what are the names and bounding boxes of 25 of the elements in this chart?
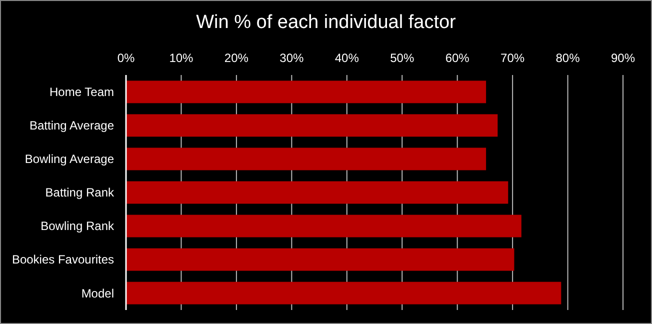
x-tick-label: 60%: [445, 51, 470, 65]
x-tick-label: 90%: [610, 51, 636, 65]
y-tick-label: Home Team: [50, 85, 114, 100]
x-tick-label: 10%: [169, 51, 194, 65]
bar: [126, 181, 508, 204]
y-tick-label: Bookies Favourites: [12, 252, 114, 267]
bar: [126, 214, 522, 238]
x-tick-label: 50%: [390, 51, 414, 65]
bar: [126, 148, 486, 170]
chart-title: Win % of each individual factor: [196, 12, 457, 33]
x-tick-label: 80%: [556, 51, 580, 65]
y-tick-label: Batting Average: [29, 118, 114, 133]
bar: [126, 114, 498, 137]
y-tick-label: Bowling Average: [24, 152, 114, 166]
x-tick-label: 0%: [117, 51, 135, 65]
bar: [126, 80, 486, 104]
x-tick-label: 40%: [334, 51, 360, 65]
x-tick-label: 70%: [500, 51, 525, 65]
y-tick-label: Batting Rank: [45, 186, 115, 200]
bar: [126, 248, 514, 271]
y-tick-label: Bowling Rank: [40, 219, 115, 234]
x-tick-label: 30%: [280, 51, 304, 65]
bar: [126, 282, 562, 304]
y-tick-label: Model: [81, 286, 114, 300]
x-tick-label: 20%: [224, 51, 249, 65]
